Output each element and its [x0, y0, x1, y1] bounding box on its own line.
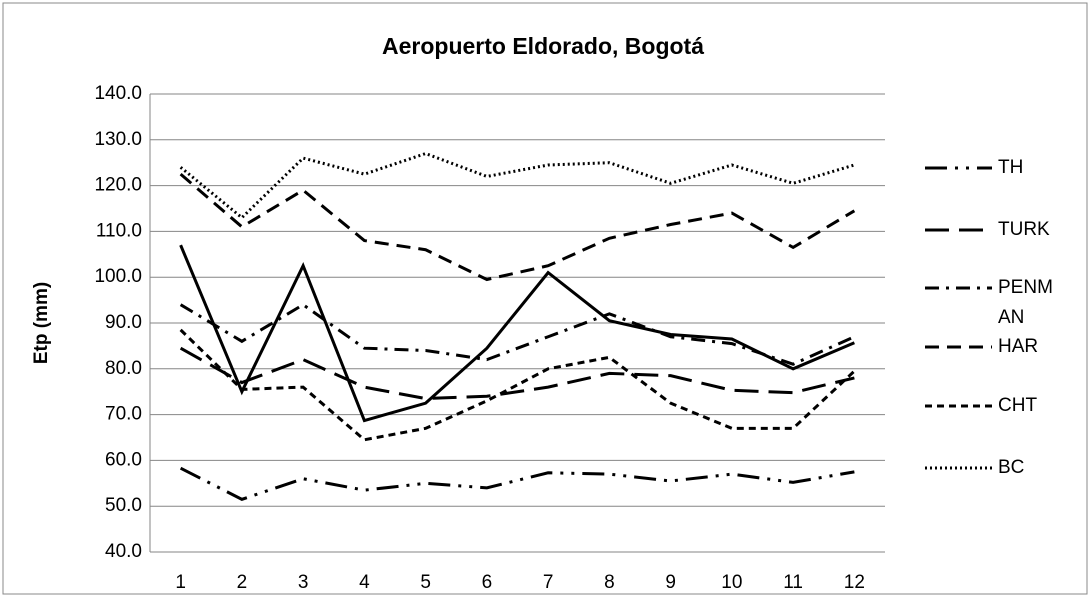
x-tick-label: 7 — [543, 572, 554, 593]
x-tick-label: 4 — [359, 572, 370, 593]
x-tick-label: 1 — [175, 572, 186, 593]
legend-label: HAR — [998, 336, 1039, 357]
x-tick-label: 2 — [237, 572, 248, 593]
series-line — [179, 328, 856, 442]
series-line — [179, 244, 855, 423]
y-tick-label: 40.0 — [105, 541, 142, 562]
series-line — [179, 346, 855, 401]
legend-label: BC — [998, 457, 1025, 478]
y-tick-label: 140.0 — [94, 83, 142, 104]
x-tick-label: 12 — [844, 572, 865, 593]
series-line — [179, 173, 856, 282]
x-tick-label: 9 — [665, 572, 676, 593]
x-tick-label: 5 — [420, 572, 431, 593]
legend-label: TH — [998, 157, 1024, 178]
x-tick-label: 6 — [482, 572, 493, 593]
x-tick-label: 11 — [783, 572, 803, 593]
x-tick-label: 3 — [298, 572, 309, 593]
legend-label: TURK — [998, 219, 1050, 240]
legend-label: PENMAN — [998, 277, 1053, 328]
chart-title: Aeropuerto Eldorado, Bogotá — [382, 33, 704, 59]
series-line — [179, 151, 855, 220]
y-tick-label: 70.0 — [105, 404, 142, 425]
x-tick-label: 10 — [721, 572, 742, 593]
y-tick-label: 120.0 — [94, 175, 142, 196]
y-tick-label: 90.0 — [105, 312, 142, 333]
y-tick-label: 50.0 — [105, 495, 142, 516]
y-tick-label: 60.0 — [105, 449, 142, 470]
legend-label: CHT — [998, 395, 1038, 416]
x-tick-label: 8 — [604, 572, 615, 593]
y-tick-label: 80.0 — [105, 358, 142, 379]
y-tick-label: 100.0 — [94, 266, 142, 287]
series-line — [179, 466, 855, 501]
y-tick-label: 110.0 — [96, 220, 142, 241]
y-tick-label: 130.0 — [94, 129, 142, 150]
y-axis-label: Etp (mm) — [31, 282, 52, 364]
series-line — [179, 302, 855, 366]
